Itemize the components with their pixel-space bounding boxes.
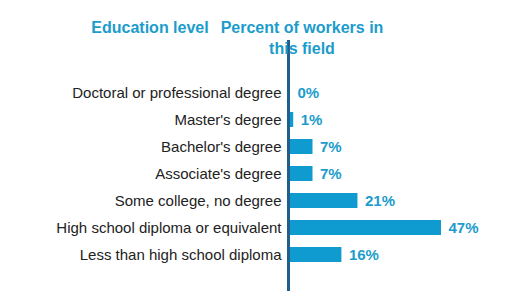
- svg-text:Master's degree: Master's degree: [174, 111, 281, 128]
- svg-text:Associate's degree: Associate's degree: [155, 165, 281, 182]
- svg-text:1%: 1%: [301, 111, 323, 128]
- svg-text:21%: 21%: [365, 192, 395, 209]
- svg-text:Less than high school diploma: Less than high school diploma: [80, 246, 282, 263]
- svg-text:Doctoral or professional degre: Doctoral or professional degree: [72, 84, 281, 101]
- svg-text:7%: 7%: [320, 165, 342, 182]
- svg-text:Some college, no degree: Some college, no degree: [115, 192, 282, 209]
- svg-text:High school diploma or equival: High school diploma or equivalent: [56, 219, 282, 236]
- svg-text:16%: 16%: [349, 246, 379, 263]
- svg-text:Percent of workers inthis fiel: Percent of workers inthis field: [221, 19, 384, 57]
- svg-text:Bachelor's degree: Bachelor's degree: [161, 138, 281, 155]
- svg-text:0%: 0%: [298, 84, 320, 101]
- svg-text:47%: 47%: [449, 219, 479, 236]
- svg-text:Education level: Education level: [91, 19, 208, 36]
- svg-text:7%: 7%: [320, 138, 342, 155]
